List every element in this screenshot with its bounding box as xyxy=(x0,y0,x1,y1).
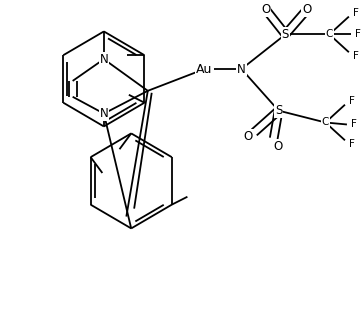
Text: C: C xyxy=(326,29,333,39)
Text: F: F xyxy=(355,29,361,39)
Text: F: F xyxy=(351,120,357,129)
Text: O: O xyxy=(273,140,282,153)
Text: O: O xyxy=(261,3,270,16)
Text: N: N xyxy=(100,53,108,66)
Text: F: F xyxy=(353,8,359,18)
Text: F: F xyxy=(349,96,355,106)
Text: N: N xyxy=(237,62,246,75)
Text: O: O xyxy=(244,130,253,143)
Text: S: S xyxy=(282,28,289,41)
Text: N: N xyxy=(100,107,108,120)
Text: C: C xyxy=(322,117,329,128)
Text: O: O xyxy=(302,3,312,16)
Text: S: S xyxy=(275,104,282,117)
Text: F: F xyxy=(349,139,355,149)
Text: F: F xyxy=(353,51,359,61)
Text: Au: Au xyxy=(196,62,212,75)
